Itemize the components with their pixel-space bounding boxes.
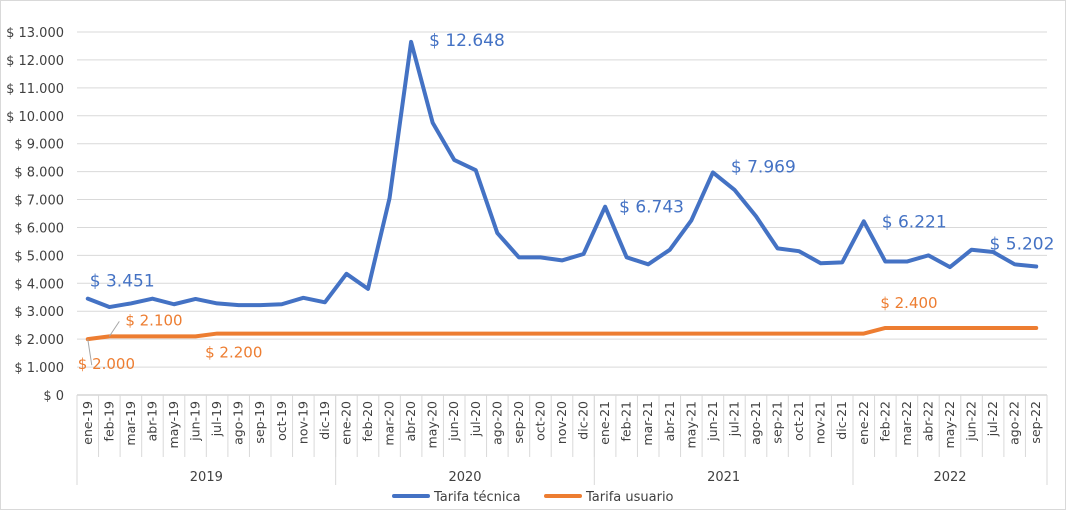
x-tick-label: sep-20 — [511, 401, 526, 444]
x-tick-label: jul-22 — [985, 401, 1000, 437]
x-tick-label: jul-21 — [726, 401, 741, 437]
x-tick-label: ago-19 — [231, 401, 246, 445]
x-tick-label: ene-21 — [597, 401, 612, 445]
y-tick-label: $ 12.000 — [6, 54, 64, 69]
y-tick-label: $ 10.000 — [6, 110, 64, 125]
x-tick-label: abr-22 — [920, 401, 935, 441]
x-tick-label: jul-19 — [209, 401, 224, 437]
x-tick-label: mar-20 — [382, 401, 397, 446]
year-label: 2022 — [933, 470, 966, 485]
x-tick-label: jun-21 — [705, 401, 720, 442]
x-tick-label: sep-19 — [252, 401, 267, 444]
y-tick-label: $ 6.000 — [14, 221, 64, 236]
x-tick-label: jun-19 — [188, 401, 203, 442]
y-tick-label: $ 2.000 — [14, 333, 64, 348]
data-label: $ 2.400 — [880, 294, 937, 312]
legend-label-1: Tarifa usuario — [585, 490, 674, 505]
y-tick-label: $ 8.000 — [14, 166, 64, 181]
year-label: 2019 — [190, 470, 223, 485]
data-label: $ 5.202 — [990, 235, 1055, 255]
data-label: $ 2.000 — [78, 355, 135, 373]
x-tick-label: oct-20 — [532, 401, 547, 441]
y-axis-tick-labels: $ 0 $ 1.000 $ 2.000 $ 3.000 $ 4.000 $ 5.000 $ … — [6, 26, 64, 404]
data-label: $ 7.969 — [731, 157, 796, 177]
data-label: $ 6.743 — [619, 198, 684, 218]
x-tick-label: feb-21 — [619, 401, 634, 441]
x-tick-label: dic-20 — [576, 401, 591, 440]
x-tick-label: abr-20 — [403, 401, 418, 441]
x-tick-label: ene-22 — [856, 401, 871, 445]
x-tick-label: dic-21 — [834, 401, 849, 440]
x-tick-label: ene-20 — [338, 401, 353, 445]
x-tick-label: nov-21 — [813, 401, 828, 444]
data-label: $ 3.451 — [90, 272, 155, 292]
y-tick-label: $ 13.000 — [6, 26, 64, 41]
x-tick-label: feb-22 — [877, 401, 892, 441]
x-tick-label: may-22 — [942, 401, 957, 448]
x-tick-label: ago-20 — [489, 401, 504, 445]
series-line-1 — [85, 325, 1039, 342]
data-label: $ 12.648 — [429, 31, 505, 51]
x-tick-label: abr-21 — [662, 401, 677, 441]
data-label: $ 2.100 — [125, 311, 182, 329]
y-tick-label: $ 1.000 — [14, 361, 64, 376]
x-tick-label: ago-22 — [1007, 401, 1022, 445]
gridlines — [77, 31, 1047, 368]
data-label: $ 2.200 — [205, 344, 262, 362]
x-tick-label: mar-22 — [899, 401, 914, 446]
y-tick-label: $ 9.000 — [14, 138, 64, 153]
x-tick-label: mar-21 — [640, 401, 655, 446]
y-tick-label: $ 7.000 — [14, 194, 64, 209]
x-tick-label: mar-19 — [123, 401, 138, 446]
y-tick-label: $ 5.000 — [14, 249, 64, 264]
x-tick-label: ago-21 — [748, 401, 763, 445]
x-tick-label: oct-19 — [274, 401, 289, 441]
series-line-0 — [85, 39, 1039, 310]
year-label: 2021 — [707, 470, 740, 485]
x-tick-label: may-21 — [683, 401, 698, 448]
x-tick-label: may-19 — [166, 401, 181, 448]
x-tick-label: sep-21 — [770, 401, 785, 444]
x-tick-label: feb-19 — [101, 401, 116, 441]
x-tick-label: abr-19 — [144, 401, 159, 441]
data-labels: $ 3.451 $ 12.648 $ 6.743 $ 7.969 $ 6.221 $ 5.… — [78, 31, 1055, 373]
y-tick-label: $ 0 — [43, 389, 64, 404]
x-tick-label: may-20 — [425, 401, 440, 448]
data-label: $ 6.221 — [882, 212, 947, 232]
x-tick-label: jun-20 — [446, 401, 461, 442]
x-tick-label: jun-22 — [964, 401, 979, 442]
x-tick-label: sep-22 — [1028, 401, 1043, 444]
x-tick-label: jul-20 — [468, 401, 483, 437]
x-tick-label: dic-19 — [317, 401, 332, 440]
x-tick-label: feb-20 — [360, 401, 375, 441]
year-label: 2020 — [448, 470, 481, 485]
label-leader — [87, 339, 93, 366]
legend-label-0: Tarifa técnica — [433, 490, 521, 505]
series-lines — [85, 39, 1039, 342]
x-tick-label: ene-19 — [80, 401, 95, 445]
x-tick-label: oct-21 — [791, 401, 806, 441]
y-tick-label: $ 11.000 — [6, 82, 64, 97]
x-tick-label: nov-20 — [554, 401, 569, 444]
x-axis: ene-19 feb-19 mar-19 abr-19 may-19 jun-19 jul-… — [76, 394, 1048, 485]
y-tick-label: $ 3.000 — [14, 305, 64, 320]
y-tick-label: $ 4.000 — [14, 277, 64, 292]
x-tick-label: nov-19 — [295, 401, 310, 444]
legend: Tarifa técnica Tarifa usuario — [392, 490, 674, 505]
label-leader — [108, 321, 120, 337]
